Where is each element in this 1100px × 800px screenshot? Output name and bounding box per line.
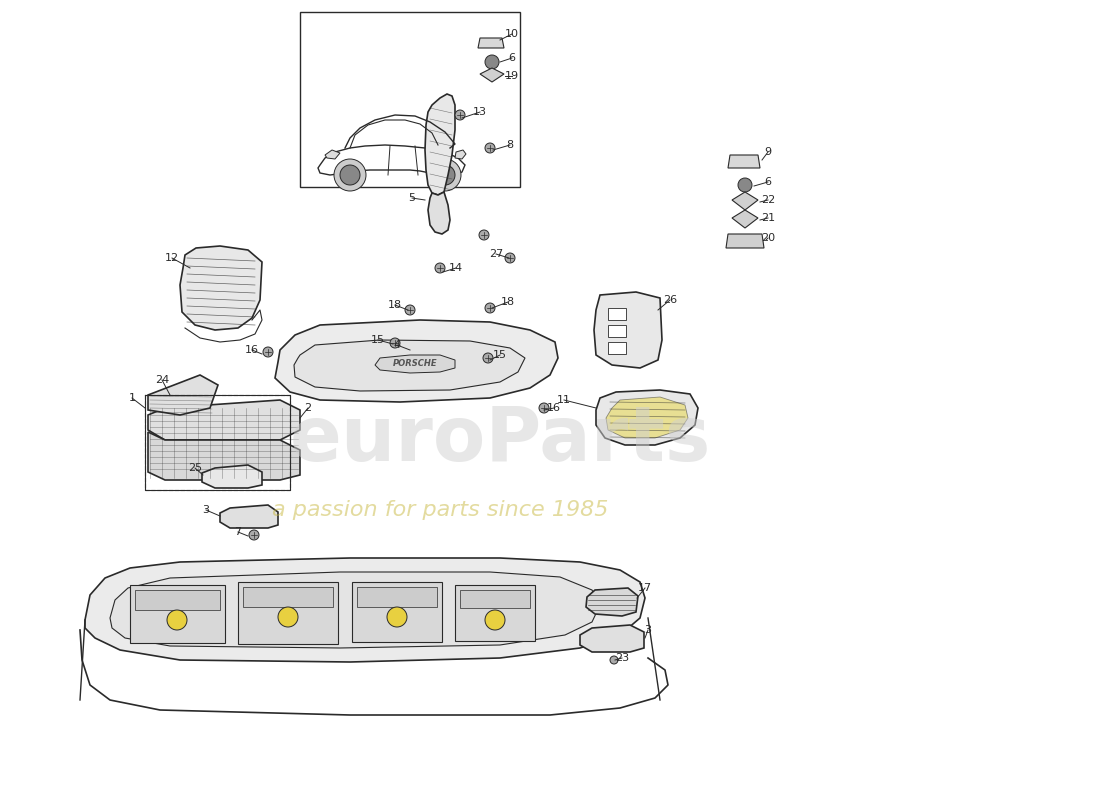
Polygon shape bbox=[425, 94, 455, 195]
Polygon shape bbox=[110, 572, 600, 648]
Polygon shape bbox=[732, 192, 758, 210]
Text: 4: 4 bbox=[394, 340, 400, 350]
Text: a passion for parts since 1985: a passion for parts since 1985 bbox=[272, 500, 608, 520]
Circle shape bbox=[485, 55, 499, 69]
Circle shape bbox=[485, 303, 495, 313]
Circle shape bbox=[390, 338, 400, 348]
Circle shape bbox=[455, 110, 465, 120]
Text: 15: 15 bbox=[493, 350, 507, 360]
Bar bbox=[352, 582, 442, 642]
Circle shape bbox=[429, 159, 461, 191]
Text: euroParts: euroParts bbox=[289, 403, 711, 477]
Polygon shape bbox=[318, 145, 465, 176]
Text: 20: 20 bbox=[761, 233, 776, 243]
Text: 17: 17 bbox=[638, 583, 652, 593]
Text: 3: 3 bbox=[202, 505, 209, 515]
Circle shape bbox=[263, 347, 273, 357]
Polygon shape bbox=[324, 150, 340, 159]
Circle shape bbox=[434, 165, 455, 185]
Text: 3: 3 bbox=[645, 625, 651, 635]
Polygon shape bbox=[606, 397, 688, 438]
Polygon shape bbox=[148, 432, 300, 480]
Circle shape bbox=[478, 230, 490, 240]
Polygon shape bbox=[428, 192, 450, 234]
Polygon shape bbox=[85, 558, 645, 662]
Circle shape bbox=[485, 143, 495, 153]
Polygon shape bbox=[586, 588, 638, 616]
Circle shape bbox=[340, 165, 360, 185]
Circle shape bbox=[505, 253, 515, 263]
Text: 16: 16 bbox=[245, 345, 258, 355]
Text: 11: 11 bbox=[557, 395, 571, 405]
Polygon shape bbox=[728, 155, 760, 168]
Text: 26: 26 bbox=[663, 295, 678, 305]
Polygon shape bbox=[148, 375, 218, 415]
Polygon shape bbox=[580, 625, 644, 652]
Bar bbox=[135, 590, 220, 610]
Text: 27: 27 bbox=[488, 249, 503, 259]
Polygon shape bbox=[275, 320, 558, 402]
Circle shape bbox=[483, 353, 493, 363]
Text: 22: 22 bbox=[761, 195, 776, 205]
Text: 13: 13 bbox=[473, 107, 487, 117]
Bar bbox=[358, 587, 437, 607]
Circle shape bbox=[485, 610, 505, 630]
Text: 9: 9 bbox=[764, 147, 771, 157]
Bar bbox=[455, 585, 535, 641]
Polygon shape bbox=[594, 292, 662, 368]
Polygon shape bbox=[726, 234, 764, 248]
Circle shape bbox=[167, 610, 187, 630]
Polygon shape bbox=[148, 400, 300, 440]
Text: 2: 2 bbox=[305, 403, 311, 413]
Text: 16: 16 bbox=[547, 403, 561, 413]
Text: 6: 6 bbox=[764, 177, 771, 187]
Bar bbox=[608, 308, 626, 320]
Text: 24: 24 bbox=[155, 375, 169, 385]
Circle shape bbox=[334, 159, 366, 191]
Bar bbox=[300, 12, 520, 187]
Polygon shape bbox=[294, 340, 525, 391]
Text: 14: 14 bbox=[449, 263, 463, 273]
Polygon shape bbox=[202, 465, 262, 488]
Text: 8: 8 bbox=[506, 140, 514, 150]
Circle shape bbox=[278, 607, 298, 627]
Circle shape bbox=[405, 305, 415, 315]
Text: 15: 15 bbox=[371, 335, 385, 345]
Text: 21: 21 bbox=[761, 213, 776, 223]
Text: 19: 19 bbox=[505, 71, 519, 81]
Circle shape bbox=[539, 403, 549, 413]
Polygon shape bbox=[596, 390, 698, 445]
Polygon shape bbox=[375, 355, 455, 373]
Bar bbox=[130, 585, 225, 643]
Polygon shape bbox=[732, 210, 758, 228]
Text: 12: 12 bbox=[165, 253, 179, 263]
Text: 18: 18 bbox=[388, 300, 403, 310]
Bar bbox=[460, 590, 530, 608]
Circle shape bbox=[610, 656, 618, 664]
Circle shape bbox=[738, 178, 752, 192]
Circle shape bbox=[434, 263, 446, 273]
Text: 25: 25 bbox=[188, 463, 202, 473]
Polygon shape bbox=[180, 246, 262, 330]
Circle shape bbox=[249, 530, 258, 540]
Text: 7: 7 bbox=[234, 527, 242, 537]
Bar bbox=[238, 582, 338, 644]
Polygon shape bbox=[480, 68, 504, 82]
Polygon shape bbox=[455, 150, 466, 159]
Text: 10: 10 bbox=[505, 29, 519, 39]
Text: 6: 6 bbox=[508, 53, 516, 63]
Text: 18: 18 bbox=[500, 297, 515, 307]
Polygon shape bbox=[220, 505, 278, 528]
Polygon shape bbox=[478, 38, 504, 48]
Text: 1: 1 bbox=[129, 393, 135, 403]
Text: 23: 23 bbox=[615, 653, 629, 663]
Text: 5: 5 bbox=[408, 193, 416, 203]
Bar bbox=[608, 325, 626, 337]
Bar bbox=[243, 587, 333, 607]
Bar bbox=[608, 342, 626, 354]
Text: PORSCHE: PORSCHE bbox=[393, 359, 438, 369]
Circle shape bbox=[387, 607, 407, 627]
